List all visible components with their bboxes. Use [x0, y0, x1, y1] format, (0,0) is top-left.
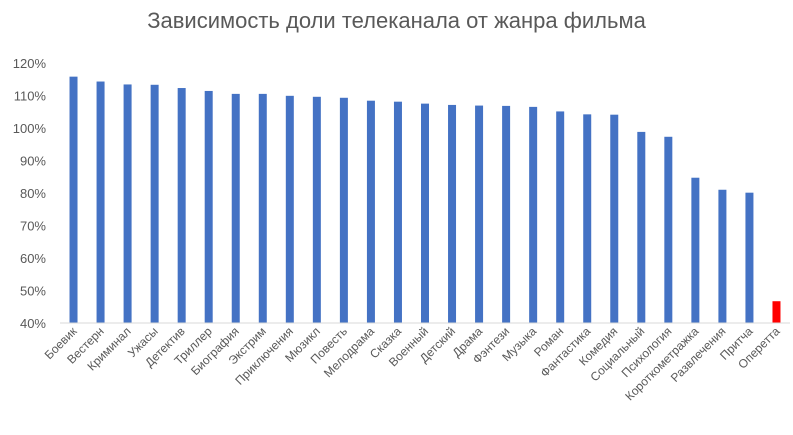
- bar-6: [204, 90, 213, 323]
- bar-9: [285, 95, 294, 323]
- bar-3: [123, 84, 132, 323]
- bar-21: [610, 114, 619, 324]
- bar-4: [150, 84, 159, 323]
- bar-18: [529, 106, 538, 324]
- bar-16: [475, 105, 484, 323]
- bar-15: [448, 104, 457, 324]
- bar-27: [772, 301, 781, 323]
- y-tick-label: 100%: [13, 121, 47, 136]
- bar-26: [745, 192, 754, 323]
- bar-13: [393, 101, 402, 324]
- bar-8: [258, 93, 267, 324]
- y-tick-label: 90%: [20, 154, 46, 169]
- chart-title: Зависимость доли телеканала от жанра фил…: [147, 8, 646, 33]
- bar-23: [664, 136, 673, 323]
- bar-1: [69, 76, 78, 324]
- bar-11: [339, 97, 348, 323]
- bar-22: [637, 131, 646, 323]
- y-tick-label: 70%: [20, 219, 46, 234]
- y-tick-label: 120%: [13, 56, 47, 71]
- y-tick-label: 60%: [20, 251, 46, 266]
- bar-17: [502, 105, 511, 324]
- y-tick-label: 40%: [20, 316, 46, 331]
- y-tick-label: 110%: [14, 89, 47, 104]
- bar-14: [421, 103, 429, 324]
- bar-25: [718, 189, 727, 323]
- bar-7: [231, 93, 240, 324]
- y-tick-label: 50%: [20, 284, 46, 299]
- bar-5: [177, 88, 186, 323]
- bar-20: [583, 114, 592, 323]
- bar-19: [556, 111, 565, 324]
- bar-12: [366, 100, 375, 323]
- bar-24: [691, 177, 700, 323]
- y-tick-label: 80%: [20, 186, 46, 201]
- bar-10: [312, 96, 321, 323]
- bar-2: [96, 81, 105, 323]
